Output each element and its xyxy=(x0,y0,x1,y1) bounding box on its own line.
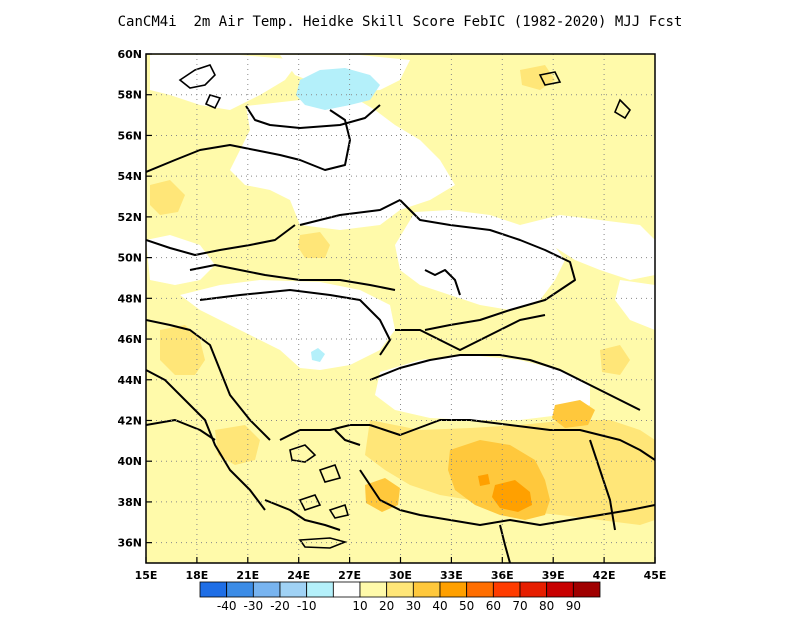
colorbar-label: 70 xyxy=(512,599,527,613)
colorbar-swatch xyxy=(546,581,574,598)
y-tick-label: 60N xyxy=(117,48,142,61)
y-tick-label: 58N xyxy=(117,89,142,102)
colorbar-label: -40 xyxy=(217,599,237,613)
colorbar-label: -10 xyxy=(297,599,317,613)
negative-skill-regions xyxy=(296,68,380,362)
colorbar-swatch xyxy=(492,581,521,598)
axis-ticks: 15E 18E 21E 24E 27E 30E 33E 36E 39E 42E 45E 60N 58N 5… xyxy=(117,48,666,582)
colorbar-swatch xyxy=(412,581,441,598)
colorbar-swatch xyxy=(439,581,468,598)
colorbar-swatch xyxy=(466,581,494,598)
x-tick-label: 27E xyxy=(338,569,361,582)
y-tick-label: 52N xyxy=(117,211,142,224)
x-tick-label: 18E xyxy=(185,569,208,582)
colorbar-swatch xyxy=(279,581,308,598)
x-tick-label: 30E xyxy=(389,569,412,582)
y-tick-label: 36N xyxy=(117,537,142,550)
y-tick-label: 40N xyxy=(117,455,142,468)
y-tick-label: 38N xyxy=(117,496,142,509)
x-tick-label: 42E xyxy=(593,569,616,582)
colorbar-label: -20 xyxy=(270,599,290,613)
y-tick-label: 50N xyxy=(117,252,142,265)
colorbar-swatch xyxy=(306,581,334,598)
y-tick-label: 42N xyxy=(117,414,142,427)
y-tick-label: 54N xyxy=(117,170,142,183)
x-tick-label: 24E xyxy=(287,569,310,582)
colorbar-label: -30 xyxy=(244,599,264,613)
colorbar-swatch xyxy=(199,581,228,598)
colorbar-label: 40 xyxy=(432,599,447,613)
x-tick-label: 33E xyxy=(440,569,463,582)
colorbar-swatch xyxy=(519,581,548,598)
x-tick-label: 45E xyxy=(644,569,667,582)
colorbar-label: 20 xyxy=(379,599,394,613)
islands xyxy=(178,64,632,549)
colorbar-label: 30 xyxy=(406,599,421,613)
colorbar-label: 60 xyxy=(486,599,501,613)
colorbar-label: 50 xyxy=(459,599,474,613)
x-tick-label: 15E xyxy=(135,569,158,582)
colorbar-swatch xyxy=(226,581,254,598)
chart-title: CanCM4i 2m Air Temp. Heidke Skill Score … xyxy=(117,14,683,30)
colorbar-label: 90 xyxy=(566,599,581,613)
colorbar-label: 80 xyxy=(539,599,554,613)
colorbar: -40 -30 -20 -10 10 20 30 40 50 60 70 80 90 xyxy=(199,581,601,613)
y-tick-label: 48N xyxy=(117,292,142,305)
y-tick-label: 56N xyxy=(117,129,142,142)
colorbar-swatch xyxy=(252,581,281,598)
x-tick-label: 21E xyxy=(236,569,259,582)
y-tick-label: 46N xyxy=(117,333,142,346)
colorbar-label: 10 xyxy=(352,599,367,613)
x-tick-label: 39E xyxy=(542,569,565,582)
colorbar-swatch xyxy=(332,581,361,598)
x-tick-label: 36E xyxy=(491,569,514,582)
y-tick-label: 44N xyxy=(117,374,142,387)
colorbar-swatch xyxy=(386,581,414,598)
colorbar-swatch xyxy=(359,581,388,598)
coastline-borders xyxy=(146,104,655,563)
colorbar-swatch xyxy=(572,581,601,598)
